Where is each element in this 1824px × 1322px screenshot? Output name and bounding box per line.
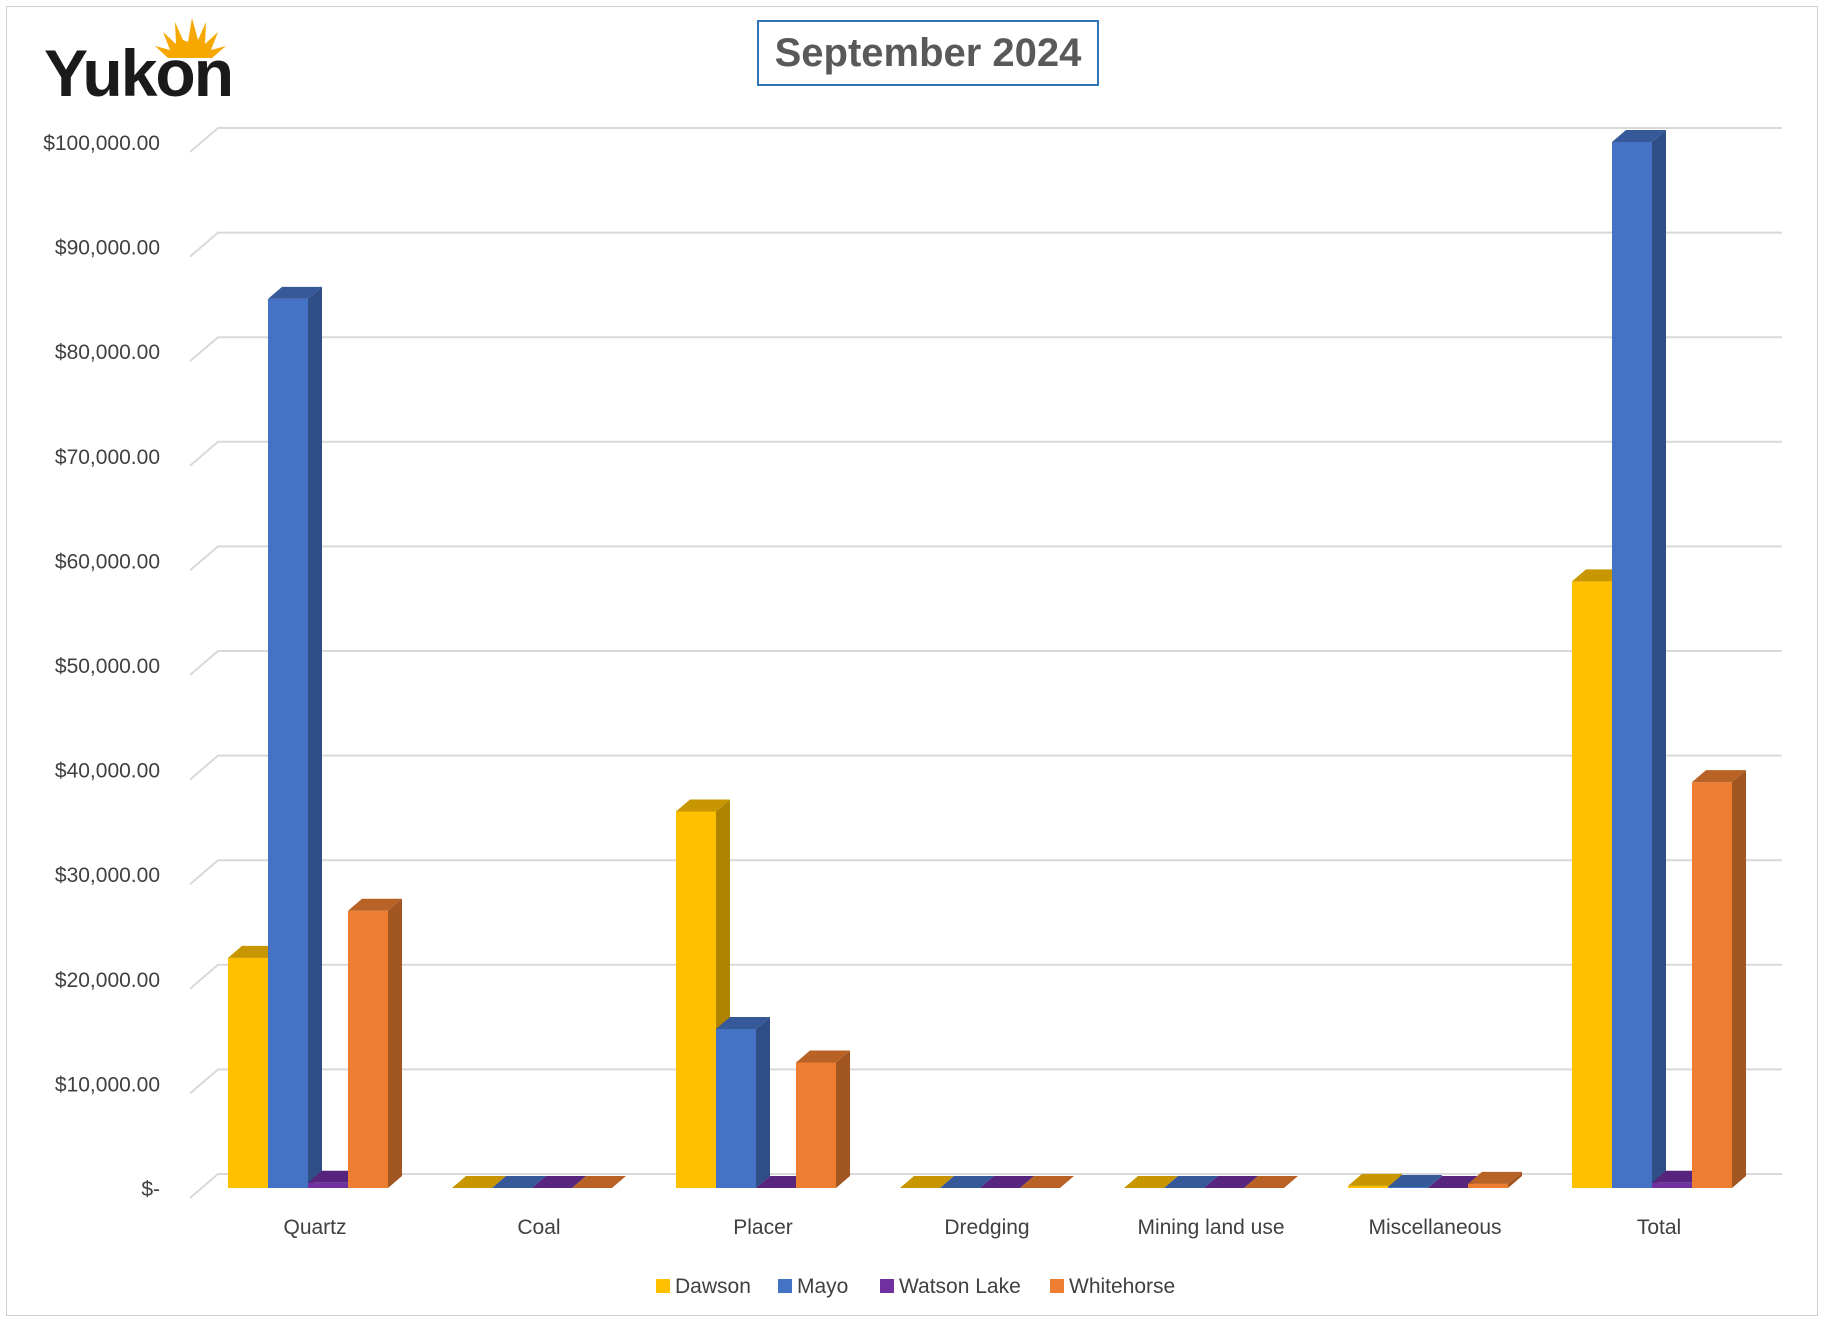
x-tick-label: Coal (517, 1216, 560, 1239)
bar-whitehorse-quartz (348, 898, 402, 1188)
gridline (189, 127, 1782, 153)
x-axis-labels: Quartz Coal Placer Dredging Mining land use M… (283, 1216, 1681, 1239)
gridline (189, 963, 1782, 990)
x-tick-label: Total (1637, 1216, 1681, 1239)
legend-item-mayo: Mayo (778, 1275, 848, 1298)
bar-whitehorse-dredging (1020, 1176, 1074, 1188)
gridline (189, 1173, 1782, 1199)
bar-mayo-miscellaneous (1388, 1174, 1442, 1188)
chart-title: September 2024 (774, 30, 1082, 75)
bar-mayo-total (1612, 130, 1666, 1188)
bars (228, 130, 1746, 1188)
chart-frame (6, 6, 1818, 1316)
logo-text: Yukon (44, 36, 232, 102)
sun-icon (155, 18, 226, 58)
bar-mayo-dredging (940, 1176, 994, 1188)
y-tick-label: $70,000.00 (55, 446, 160, 469)
bar-mayo-mining-land-use (1164, 1176, 1218, 1188)
y-tick-label: $50,000.00 (55, 655, 160, 678)
y-tick-label: $10,000.00 (55, 1073, 160, 1096)
gridline (189, 336, 1782, 362)
gridline (189, 440, 1782, 467)
y-tick-label: $40,000.00 (55, 760, 160, 783)
svg-text:Dawson: Dawson (675, 1275, 751, 1298)
y-tick-label: $20,000.00 (55, 969, 160, 992)
x-tick-label: Dredging (944, 1216, 1029, 1239)
y-tick-label: $- (141, 1178, 160, 1201)
yukon-logo: Yukon (44, 18, 234, 102)
y-tick-label: $90,000.00 (55, 237, 160, 260)
y-axis-labels: $- $10,000.00 $20,000.00 $30,000.00 $40,000.… (43, 132, 160, 1201)
legend-item-whitehorse: Whitehorse (1050, 1275, 1175, 1298)
bar-watson-lake-coal (532, 1176, 586, 1188)
bar-watson-lake-mining-land-use (1204, 1176, 1258, 1188)
bar-mayo-coal (492, 1176, 546, 1188)
bar-dawson-coal (452, 1176, 506, 1188)
bar-watson-lake-dredging (980, 1176, 1034, 1188)
y-tick-label: $30,000.00 (55, 864, 160, 887)
x-tick-label: Miscellaneous (1368, 1216, 1501, 1239)
bar-whitehorse-mining-land-use (1244, 1176, 1298, 1188)
chart-title-box: September 2024 (757, 20, 1099, 86)
legend-item-dawson: Dawson (656, 1275, 751, 1298)
y-tick-label: $80,000.00 (55, 341, 160, 364)
gridline (189, 859, 1782, 885)
svg-text:Watson Lake: Watson Lake (899, 1275, 1021, 1298)
gridline (189, 231, 1782, 258)
gridline (189, 1068, 1782, 1095)
svg-text:Whitehorse: Whitehorse (1069, 1275, 1175, 1298)
gridline (189, 754, 1782, 781)
bar-dawson-mining-land-use (1124, 1176, 1178, 1188)
bar-whitehorse-coal (572, 1176, 626, 1188)
y-tick-label: $100,000.00 (43, 132, 160, 155)
gridline (189, 650, 1782, 676)
svg-text:Mayo: Mayo (797, 1275, 848, 1298)
bar-mayo-quartz (268, 286, 322, 1188)
x-tick-label: Mining land use (1137, 1216, 1284, 1239)
bar-whitehorse-placer (796, 1050, 850, 1188)
x-tick-label: Placer (733, 1216, 793, 1239)
x-tick-label: Quartz (283, 1216, 346, 1239)
gridline (189, 545, 1782, 572)
legend-item-watson-lake: Watson Lake (880, 1275, 1021, 1298)
bar-whitehorse-total (1692, 770, 1746, 1188)
bar-mayo-placer (716, 1017, 770, 1188)
legend: Dawson Mayo Watson Lake Whitehorse (656, 1275, 1175, 1298)
bar-dawson-dredging (900, 1176, 954, 1188)
bar-whitehorse-miscellaneous (1468, 1171, 1522, 1188)
gridlines (189, 127, 1782, 1199)
y-tick-label: $60,000.00 (55, 550, 160, 573)
